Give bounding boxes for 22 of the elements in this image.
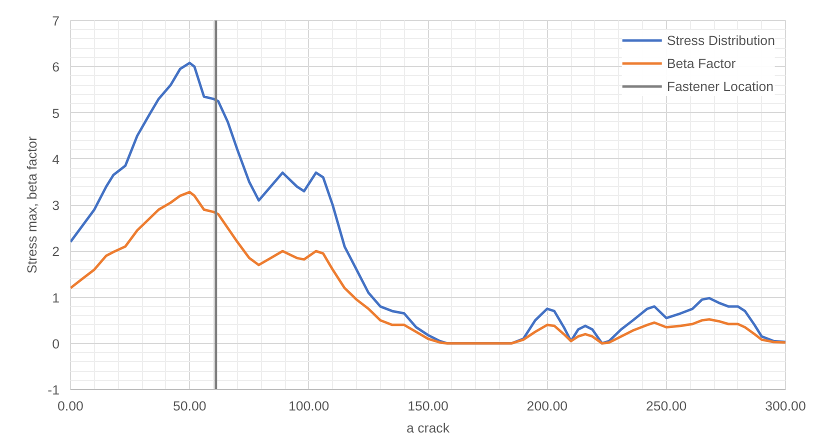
legend-label: Stress Distribution: [666, 32, 775, 48]
line-series: [70, 190, 786, 345]
legend-label: Fastener Location: [666, 78, 774, 94]
y-tick-label: 2: [52, 244, 60, 260]
x-tick-label: 0.00: [58, 398, 84, 414]
y-tick-label: 5: [52, 106, 60, 121]
y-tick-label: 4: [52, 152, 60, 167]
x-axis-title: a crack: [406, 420, 450, 436]
y-tick-label: 0: [52, 336, 60, 352]
x-tick-label: 300.00: [765, 398, 806, 414]
legend-label: Beta Factor: [666, 56, 736, 70]
y-tick-label: 7: [52, 14, 60, 28]
y-tick-label: 1: [52, 290, 60, 306]
y-axis-title: Stress max, beta factor: [24, 136, 40, 274]
y-tick-label: 6: [52, 60, 60, 75]
x-tick-label: 200.00: [526, 398, 568, 414]
x-tick-label: 250.00: [646, 398, 687, 414]
x-tick-label: 150.00: [408, 398, 448, 414]
x-tick-label: 50.00: [172, 398, 206, 414]
x-tick-label: 100.00: [288, 398, 330, 414]
y-tick-label: -1: [48, 382, 60, 398]
y-tick-label: 3: [52, 198, 60, 213]
